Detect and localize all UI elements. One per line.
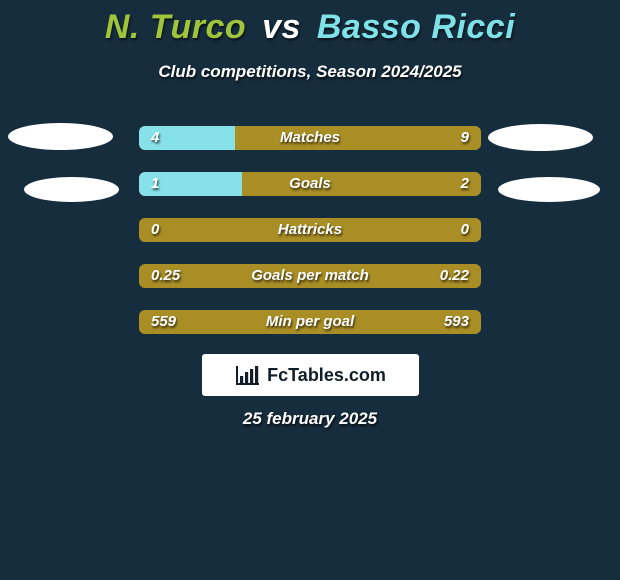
stat-bar: 559Min per goal593 [139,310,481,334]
stat-bar: 1Goals2 [139,172,481,196]
stat-label: Hattricks [139,218,481,242]
stat-bar: 0.25Goals per match0.22 [139,264,481,288]
stat-value-player2: 0.22 [440,264,469,288]
stat-value-player2: 2 [461,172,469,196]
title-line: N. Turco vs Basso Ricci [0,8,620,47]
stat-label: Goals [139,172,481,196]
stat-bars: 4Matches9 1Goals2 0Hattricks0 0.25Goals per… [139,126,481,356]
title-player2: Basso Ricci [317,8,515,46]
stat-value-player2: 0 [461,218,469,242]
brand-text: FcTables.com [267,365,386,386]
decor-ellipse-right-inner [498,177,600,202]
stat-value-player2: 593 [444,310,469,334]
decor-ellipse-left-outer [8,123,113,150]
stat-bar: 4Matches9 [139,126,481,150]
stat-value-player2: 9 [461,126,469,150]
stat-label: Matches [139,126,481,150]
decor-ellipse-left-inner [24,177,119,202]
date-footer: 25 february 2025 [0,409,620,429]
brand-box: FcTables.com [202,354,419,396]
decor-ellipse-right-outer [488,124,593,151]
title-player1: N. Turco [105,8,246,46]
brand-chart-icon [235,364,261,386]
subtitle: Club competitions, Season 2024/2025 [0,62,620,82]
stat-label: Goals per match [139,264,481,288]
stat-bar: 0Hattricks0 [139,218,481,242]
title-vs: vs [262,8,301,46]
stat-label: Min per goal [139,310,481,334]
comparison-infographic: N. Turco vs Basso Ricci Club competition… [0,0,620,580]
